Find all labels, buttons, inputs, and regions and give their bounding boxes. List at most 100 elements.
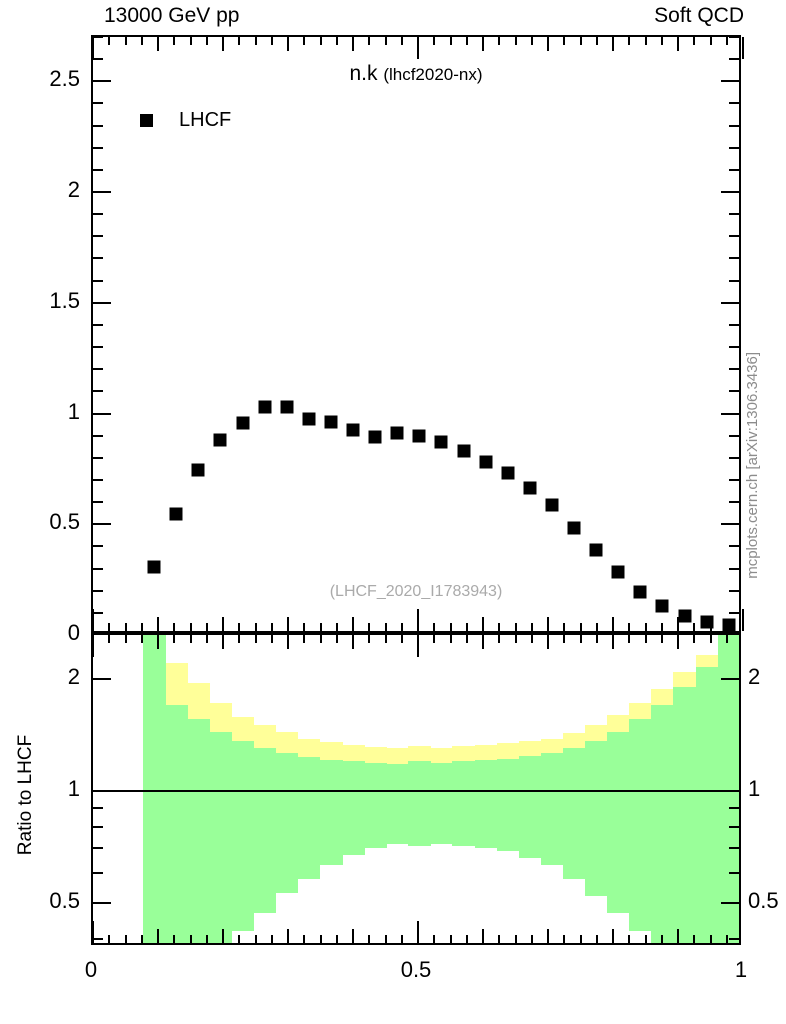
tick-ratio-x-top: [612, 635, 614, 649]
tick-ratio-x-top: [498, 635, 501, 643]
tick-x-top: [124, 37, 127, 45]
tick-ratio-right: [721, 677, 739, 680]
tick-ratio-x-top: [547, 635, 549, 649]
tick-x-top: [270, 37, 273, 45]
header-left-label: 13000 GeV pp: [104, 4, 240, 27]
tick-y-right: [729, 545, 739, 548]
tick-y-right: [729, 589, 739, 592]
tick-y-left: [93, 146, 103, 149]
tick-x-bottom: [319, 623, 322, 631]
y-tick-label-main: 0.5: [49, 509, 80, 535]
tick-y-left: [93, 36, 103, 38]
tick-y-left: [93, 567, 103, 570]
tick-ratio-x-top: [725, 635, 728, 643]
tick-ratio-x-top: [93, 635, 94, 657]
tick-y-left: [93, 523, 111, 526]
data-point: [655, 599, 669, 613]
ratio-band-stat-uncertainty: [673, 686, 697, 943]
tick-ratio-x-bottom: [270, 935, 273, 943]
tick-x-top: [579, 37, 582, 45]
tick-ratio-x-bottom: [368, 935, 371, 943]
tick-ratio-x-top: [563, 635, 566, 643]
tick-y-left: [93, 168, 103, 171]
tick-ratio-x-bottom: [400, 935, 403, 943]
tick-ratio-x-top: [140, 635, 143, 643]
y-tick-label-ratio-right: 0.5: [748, 887, 779, 913]
ratio-band-stat-uncertainty: [319, 759, 343, 866]
tick-y-left: [93, 301, 111, 304]
data-point: [213, 433, 227, 447]
y-tick-label-ratio-right: 1: [748, 775, 761, 801]
tick-ratio-x-top: [303, 635, 306, 643]
tick-ratio-x-top: [530, 635, 533, 643]
tick-ratio-x-top: [709, 635, 712, 643]
plot-title: n.k (lhcf2020-nx): [91, 62, 741, 86]
ratio-band-stat-uncertainty: [562, 748, 586, 879]
tick-y-left: [93, 235, 103, 238]
tick-y-right: [729, 58, 739, 61]
ratio-band-stat-uncertainty: [253, 748, 277, 913]
tick-ratio-x-top: [287, 635, 289, 649]
tick-x-bottom: [222, 617, 224, 631]
tick-y-right: [729, 235, 739, 238]
tick-ratio-x-top: [579, 635, 582, 643]
tick-x-top: [660, 37, 663, 45]
tick-ratio-x-bottom: [93, 921, 94, 943]
tick-x-top: [449, 37, 452, 45]
tick-x-top: [173, 37, 176, 45]
tick-x-bottom: [530, 623, 533, 631]
tick-x-bottom: [157, 617, 159, 631]
ratio-band-stat-uncertainty: [187, 718, 210, 943]
data-point: [368, 430, 382, 444]
tick-y-right: [729, 213, 739, 216]
tick-x-bottom: [417, 609, 419, 631]
tick-ratio-x-top: [157, 635, 159, 649]
ratio-band-stat-uncertainty: [496, 758, 520, 851]
tick-x-bottom: [498, 623, 501, 631]
tick-y-left: [93, 279, 103, 282]
tick-y-left: [93, 213, 103, 216]
tick-x-bottom: [644, 623, 647, 631]
data-point: [191, 463, 205, 477]
ratio-band-stat-uncertainty: [518, 755, 542, 858]
ratio-band-stat-uncertainty: [231, 740, 255, 931]
tick-y-right: [729, 102, 739, 105]
tick-ratio-x-bottom: [530, 935, 533, 943]
tick-ratio-x-top: [677, 635, 679, 649]
tick-x-top: [595, 37, 598, 45]
tick-ratio-x-top: [352, 635, 354, 649]
x-tick-label: 1: [734, 957, 748, 982]
tick-ratio-x-top: [254, 635, 257, 643]
tick-x-bottom: [547, 617, 549, 631]
ratio-band-stat-uncertainty: [165, 704, 188, 943]
data-point: [346, 423, 360, 437]
tick-ratio-x-bottom: [108, 935, 111, 943]
tick-x-top: [303, 37, 306, 45]
tick-ratio-x-bottom: [254, 935, 257, 943]
tick-x-top: [725, 37, 728, 45]
tick-y-right: [729, 456, 739, 459]
tick-y-left: [93, 368, 103, 371]
ratio-band-stat-uncertainty: [585, 740, 608, 897]
tick-y-right: [729, 478, 739, 481]
tick-ratio-right: [729, 872, 739, 875]
data-point: [280, 400, 294, 414]
tick-ratio-x-bottom: [660, 935, 663, 943]
ratio-band-stat-uncertainty: [430, 762, 454, 844]
tick-ratio-x-bottom: [725, 935, 728, 943]
ratio-band-stat-uncertainty: [143, 635, 166, 943]
tick-x-bottom: [189, 623, 192, 631]
tick-y-left: [93, 102, 103, 105]
tick-y-right: [729, 124, 739, 127]
data-point: [258, 400, 272, 414]
legend: LHCF: [140, 110, 231, 130]
tick-x-bottom: [238, 623, 241, 631]
tick-ratio-x-bottom: [303, 935, 306, 943]
tick-y-right: [729, 146, 739, 149]
ratio-band-stat-uncertainty: [364, 762, 387, 849]
tick-ratio-x-bottom: [238, 935, 241, 943]
tick-x-top: [677, 37, 679, 51]
tick-ratio-x-top: [124, 635, 127, 643]
x-tick-label: 0.5: [400, 957, 432, 982]
